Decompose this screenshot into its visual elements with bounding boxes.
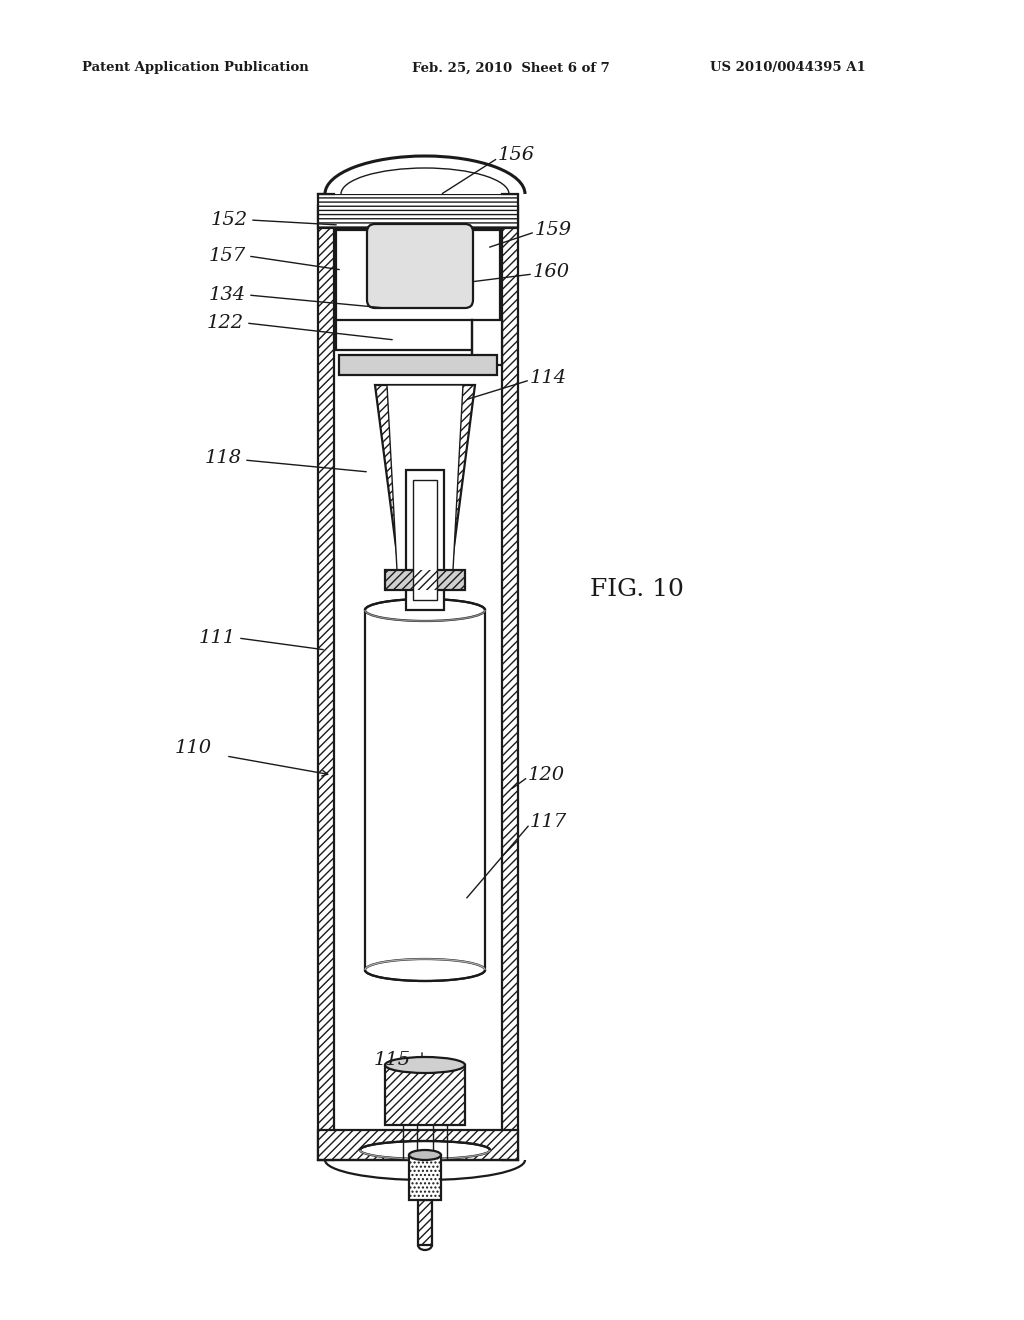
- Bar: [409, 1155, 441, 1200]
- Bar: [502, 206, 518, 1160]
- Ellipse shape: [360, 1140, 490, 1159]
- Bar: [413, 480, 437, 601]
- Bar: [318, 194, 518, 228]
- Ellipse shape: [385, 1057, 465, 1073]
- FancyBboxPatch shape: [367, 224, 473, 308]
- Text: 114: 114: [530, 370, 567, 387]
- Bar: [418, 1200, 432, 1245]
- Wedge shape: [327, 96, 523, 194]
- Text: Patent Application Publication: Patent Application Publication: [82, 62, 309, 74]
- Text: 152: 152: [211, 211, 248, 228]
- Bar: [336, 230, 500, 350]
- Text: 117: 117: [530, 813, 567, 832]
- Text: 159: 159: [535, 220, 572, 239]
- Bar: [318, 194, 518, 228]
- Text: 156: 156: [498, 147, 536, 164]
- Ellipse shape: [409, 1150, 441, 1160]
- Bar: [318, 1130, 518, 1160]
- Ellipse shape: [365, 960, 485, 981]
- Bar: [418, 1200, 432, 1245]
- Text: 111: 111: [199, 630, 236, 647]
- Bar: [365, 610, 485, 970]
- Text: 160: 160: [534, 263, 570, 281]
- Ellipse shape: [365, 599, 485, 620]
- Bar: [385, 570, 465, 590]
- Bar: [385, 1065, 465, 1125]
- Bar: [385, 570, 465, 590]
- Bar: [502, 206, 518, 1160]
- Bar: [318, 1130, 518, 1160]
- Text: 122: 122: [207, 314, 244, 333]
- Text: 118: 118: [205, 449, 242, 467]
- Bar: [318, 206, 334, 1160]
- Text: 120: 120: [528, 766, 565, 784]
- Text: 134: 134: [209, 286, 246, 304]
- Text: FIG. 10: FIG. 10: [590, 578, 684, 602]
- Text: Feb. 25, 2010  Sheet 6 of 7: Feb. 25, 2010 Sheet 6 of 7: [412, 62, 609, 74]
- Text: US 2010/0044395 A1: US 2010/0044395 A1: [710, 62, 865, 74]
- Text: 115: 115: [374, 1051, 411, 1069]
- Bar: [409, 1155, 441, 1200]
- Bar: [318, 206, 334, 1160]
- Text: 157: 157: [209, 247, 246, 265]
- Bar: [472, 319, 502, 366]
- Bar: [406, 470, 444, 610]
- Polygon shape: [387, 385, 463, 570]
- Bar: [385, 1065, 465, 1125]
- Bar: [339, 355, 497, 375]
- Text: 110: 110: [175, 739, 212, 756]
